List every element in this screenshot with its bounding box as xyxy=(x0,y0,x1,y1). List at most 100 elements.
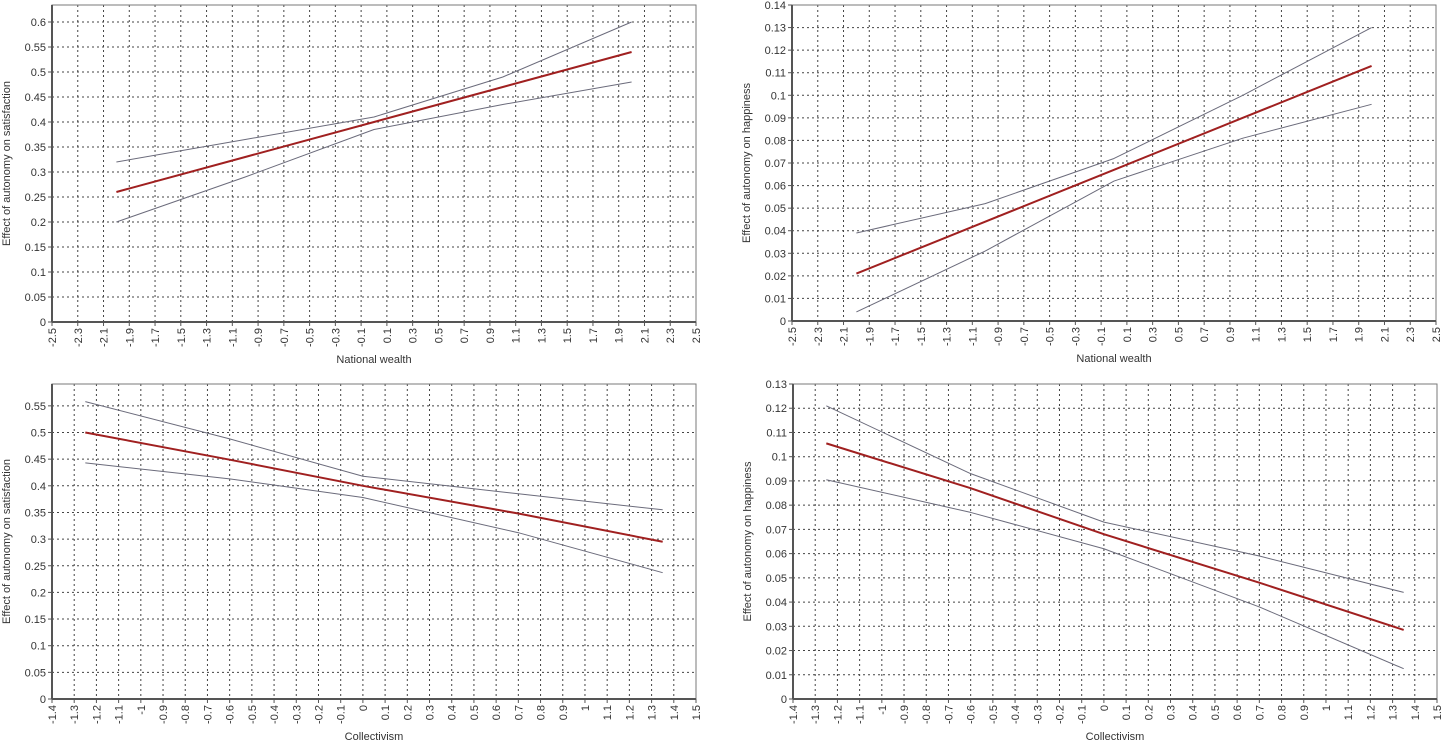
x-tick-label: 0.1 xyxy=(380,705,392,720)
x-tick-label: 1.4 xyxy=(669,705,681,720)
y-tick-label: 0 xyxy=(780,316,786,328)
series-upper-ci xyxy=(85,401,663,511)
x-tick-label: 1.5 xyxy=(1432,705,1442,720)
x-tick-label: 0.4 xyxy=(447,705,459,720)
y-tick-labels: 0 0.01 0.02 0.03 0.04 0.05 0.06 0.07 0.08 0.09 0.1… xyxy=(766,379,793,706)
x-tick-label: -0.9 xyxy=(158,705,170,724)
y-tick-label: 0.25 xyxy=(25,561,46,573)
x-tick-label: -0.4 xyxy=(269,705,281,724)
x-tick-label: 0.3 xyxy=(408,328,420,343)
x-tick-label: 1.7 xyxy=(1328,327,1340,342)
series-upper-ci xyxy=(116,21,632,163)
x-tick-labels: -1.4 -1.3 -1.2 -1.1 -1 -0.9 -0.8 -0.7 -0.6 -0.5 -0… xyxy=(788,699,1442,724)
y-tick-labels: 0 0.01 0.02 0.03 0.04 0.05 0.06 0.07 0.08 0.09 0.1… xyxy=(765,0,792,328)
y-tick-label: 0.3 xyxy=(31,167,46,179)
y-axis-label: Effect of autonomy on happiness xyxy=(742,461,754,622)
x-tick-label: -1.3 xyxy=(202,328,214,347)
x-tick-label: 1.5 xyxy=(1302,327,1314,342)
x-tick-label: -0.3 xyxy=(330,328,342,347)
x-tick-label: 0.5 xyxy=(433,328,445,343)
x-tick-label: 0.7 xyxy=(459,328,471,343)
series-estimate xyxy=(826,442,1405,631)
y-tick-label: 0.5 xyxy=(31,67,46,79)
plot-frame xyxy=(51,383,697,700)
plot-frame xyxy=(51,4,697,323)
y-tick-label: 0.05 xyxy=(766,573,787,585)
x-tick-label: 1.4 xyxy=(1410,705,1422,720)
x-tick-label: -1 xyxy=(136,705,148,715)
chart-2: 0 0.01 0.02 0.03 0.04 0.05 0.06 0.07 0.08 0.09 0.1… xyxy=(741,0,1442,365)
x-tick-labels: -2.5 -2.3 -2.1 -1.9 -1.7 -1.5 -1.3 -1.1 -0.9 -0.7… xyxy=(787,321,1442,346)
x-tick-label: -1.5 xyxy=(176,328,188,347)
x-tick-label: -0.1 xyxy=(336,705,348,724)
y-tick-label: 0.02 xyxy=(765,271,786,283)
series-lower-ci xyxy=(856,103,1372,313)
y-tick-label: 0.55 xyxy=(25,42,46,54)
x-tick-label: -1.1 xyxy=(114,705,126,724)
x-tick-label: -1.3 xyxy=(810,705,822,724)
y-tick-label: 0.11 xyxy=(766,427,787,439)
y-tick-label: 0 xyxy=(40,694,46,706)
x-tick-label: 0.3 xyxy=(1166,705,1178,720)
x-tick-labels: -2.5 -2.3 -2.1 -1.9 -1.7 -1.5 -1.3 -1.1 -0.9 -0.7… xyxy=(47,322,703,347)
x-tick-label: 1.9 xyxy=(614,328,626,343)
y-tick-label: 0.03 xyxy=(766,621,787,633)
x-tick-label: 0.9 xyxy=(1225,327,1237,342)
x-tick-label: 1.2 xyxy=(624,705,636,720)
x-tick-label: -2.1 xyxy=(839,327,851,346)
y-tick-label: 0.05 xyxy=(25,667,46,679)
x-tick-label: 0.9 xyxy=(485,328,497,343)
x-tick-label: -0.2 xyxy=(313,705,325,724)
x-tick-label: 2.1 xyxy=(639,328,651,343)
y-tick-label: 0.35 xyxy=(25,142,46,154)
y-axis-label: Effect of autonomy on satisfaction xyxy=(1,459,13,624)
x-tick-label: 0.8 xyxy=(536,705,548,720)
x-axis-label: Collectivism xyxy=(345,731,404,743)
x-tick-label: 1.1 xyxy=(1343,705,1355,720)
x-tick-label: -2.5 xyxy=(787,327,799,346)
grid xyxy=(52,384,696,699)
x-tick-label: -0.5 xyxy=(305,328,317,347)
x-tick-label: -2.3 xyxy=(73,328,85,347)
x-tick-label: -1.4 xyxy=(788,705,800,724)
chart-3: 0 0.05 0.1 0.15 0.2 0.25 0.3 0.35 0.4 0.45 0.5 0.55… xyxy=(1,383,703,743)
y-tick-label: 0.13 xyxy=(765,23,786,35)
y-tick-label: 0.15 xyxy=(25,614,46,626)
x-tick-label: 0.5 xyxy=(1210,705,1222,720)
x-tick-label: 1.5 xyxy=(562,328,574,343)
x-tick-label: -0.8 xyxy=(180,705,192,724)
x-axis-label: Collectivism xyxy=(1086,731,1145,743)
x-tick-label: -1.1 xyxy=(227,328,239,347)
x-tick-label: 1.9 xyxy=(1354,327,1366,342)
y-tick-label: 0.05 xyxy=(25,292,46,304)
y-tick-label: 0.07 xyxy=(765,158,786,170)
series-lower-ci xyxy=(116,81,632,223)
y-axis-label: Effect of autonomy on happiness xyxy=(741,82,753,243)
x-tick-label: 1.5 xyxy=(691,705,703,720)
x-tick-label: -0.7 xyxy=(943,705,955,724)
x-tick-label: -1.7 xyxy=(150,328,162,347)
y-tick-label: 0.12 xyxy=(766,403,787,415)
x-tick-label: -0.6 xyxy=(225,705,237,724)
x-tick-label: -1.5 xyxy=(916,327,928,346)
x-tick-label: -0.3 xyxy=(1032,705,1044,724)
y-tick-label: 0.04 xyxy=(765,226,786,238)
y-tick-label: 0.15 xyxy=(25,242,46,254)
y-tick-label: 0.45 xyxy=(25,454,46,466)
x-tick-label: -0.7 xyxy=(202,705,214,724)
y-tick-label: 0 xyxy=(40,317,46,329)
x-tick-label: 1.7 xyxy=(588,328,600,343)
x-tick-label: -0.9 xyxy=(993,327,1005,346)
y-tick-labels: 0 0.05 0.1 0.15 0.2 0.25 0.3 0.35 0.4 0.45 0.5 0.55… xyxy=(25,17,52,329)
x-tick-label: -0.8 xyxy=(921,705,933,724)
x-tick-label: 0.6 xyxy=(1232,705,1244,720)
x-tick-label: -1.1 xyxy=(855,705,867,724)
plot-frame xyxy=(792,383,1438,700)
x-tick-label: -0.3 xyxy=(291,705,303,724)
y-tick-label: 0.06 xyxy=(765,181,786,193)
y-tick-label: 0.25 xyxy=(25,192,46,204)
y-tick-label: 0.4 xyxy=(31,481,46,493)
x-tick-label: 0.2 xyxy=(402,705,414,720)
x-tick-label: -0.1 xyxy=(356,328,368,347)
